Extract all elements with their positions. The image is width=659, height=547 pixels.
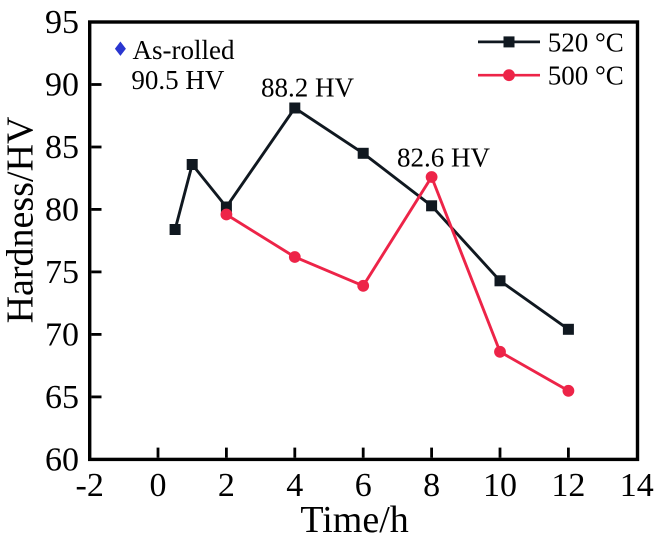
svg-text:12: 12 bbox=[551, 467, 585, 504]
svg-text:95: 95 bbox=[45, 4, 79, 41]
svg-text:14: 14 bbox=[620, 467, 654, 504]
svg-text:88.2 HV: 88.2 HV bbox=[261, 72, 354, 102]
svg-text:4: 4 bbox=[286, 467, 303, 504]
svg-text:520 °C: 520 °C bbox=[548, 27, 624, 57]
svg-text:90: 90 bbox=[45, 67, 79, 104]
svg-text:500 °C: 500 °C bbox=[548, 61, 624, 91]
svg-text:-2: -2 bbox=[76, 467, 104, 504]
svg-text:80: 80 bbox=[45, 192, 79, 229]
svg-text:10: 10 bbox=[483, 467, 517, 504]
svg-text:As-rolled: As-rolled bbox=[133, 35, 235, 65]
svg-text:65: 65 bbox=[45, 379, 79, 416]
svg-text:90.5 HV: 90.5 HV bbox=[131, 65, 224, 95]
svg-text:Time/h: Time/h bbox=[300, 499, 408, 541]
svg-text:85: 85 bbox=[45, 129, 79, 166]
svg-text:6: 6 bbox=[355, 467, 372, 504]
svg-text:Hardness/HV: Hardness/HV bbox=[0, 116, 42, 323]
svg-text:2: 2 bbox=[218, 467, 235, 504]
svg-text:82.6 HV: 82.6 HV bbox=[397, 142, 490, 172]
svg-text:0: 0 bbox=[150, 467, 167, 504]
svg-text:70: 70 bbox=[45, 317, 79, 354]
svg-text:8: 8 bbox=[423, 467, 440, 504]
svg-text:75: 75 bbox=[45, 254, 79, 291]
svg-text:60: 60 bbox=[45, 442, 79, 479]
